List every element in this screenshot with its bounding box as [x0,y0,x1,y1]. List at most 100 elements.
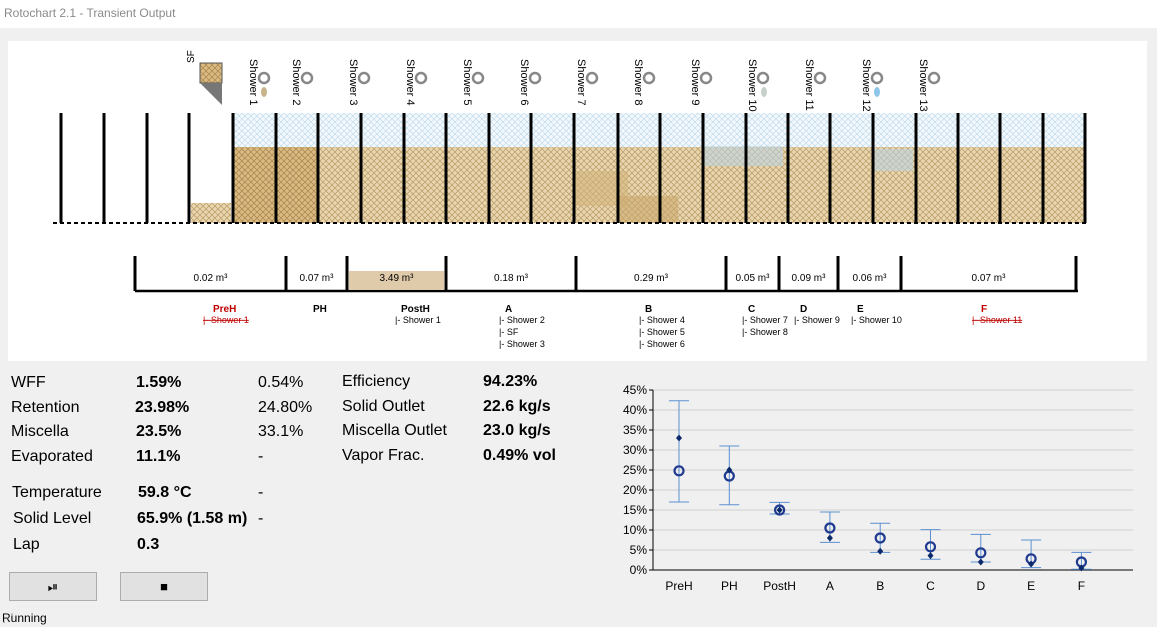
status-text: Running [2,611,47,625]
shower-label: Shower 6 [518,59,530,105]
play-pause-button[interactable]: ⏯ [9,572,97,601]
temperature-label: Temperature [12,484,102,501]
shower-drop-icon [761,87,767,97]
x-tick-label: B [876,579,884,593]
stage-name: A [505,304,512,315]
x-tick-label: F [1078,579,1085,593]
stage-name: PreH [213,304,236,315]
volume-label: 0.29 m³ [634,273,669,284]
retention-chart: 0% 5% 10% 15% 20% 25% 30% 35% 40% 45% PreH PH PostH A… [623,383,1133,593]
stop-button[interactable]: ■ [120,572,208,601]
data-point-diamond [1078,564,1085,572]
shower-label: Shower 11 [803,59,815,111]
data-point-diamond [776,506,783,514]
lap-label: Lap [13,536,40,553]
shower-label: Shower 13 [917,59,929,112]
resize-grip-icon[interactable]: ⋰ [2,611,14,625]
solid-bed-dark-3 [618,196,678,223]
shower-nozzle-icon [585,71,599,85]
vapor-frac-value: 0.49% vol [483,447,556,464]
data-point-circle [924,541,937,553]
sf-feeder-chute-icon [200,83,222,105]
shower-nozzle-icon [927,71,941,85]
shower-nozzle-icon [257,71,271,85]
stage-shower: |- Shower 5 [639,327,685,337]
title-bar: Rotochart 2.1 - Transient Output [0,0,1157,28]
x-tick-label: C [926,579,935,593]
stage-name: PostH [401,304,430,315]
miscella-outlet-label: Miscella Outlet [342,422,447,439]
stage-name: E [857,304,864,315]
shower-nozzle-icon [528,71,542,85]
stage-name: C [748,304,755,315]
y-tick-label: 35% [623,423,647,437]
temperature-value: 59.8 °C [138,484,192,501]
x-tick-label: PostH [763,579,796,593]
data-point-diamond [826,534,833,542]
volume-label: 0.07 m³ [300,273,335,284]
shower-label: Shower 4 [404,59,416,105]
shower-drop-icon [261,87,267,97]
window-title: Rotochart 2.1 - Transient Output [4,6,176,20]
stage-name: D [800,304,807,315]
stage-shower: |- Shower 6 [639,339,685,349]
shower-label: Shower 10 [746,59,758,112]
evaporated-ref: - [258,448,264,465]
stage-shower: |- SF [499,327,519,337]
evaporated-value: 11.1% [136,448,181,465]
miscella-outlet-value: 23.0 kg/s [483,422,551,439]
shower-nozzle-icon [414,71,428,85]
wff-value: 1.59% [136,374,182,391]
stop-icon: ■ [160,579,168,594]
y-tick-label: 25% [623,463,647,477]
shower-nozzle-icon [756,71,770,85]
y-tick-label: 45% [623,383,647,397]
stage-shower: |- Shower 7 [742,315,788,325]
volume-label: 0.02 m³ [194,273,229,284]
stage-shower: |- Shower 3 [499,339,545,349]
data-point-diamond [1028,560,1035,568]
stage-shower: |- Shower 1 [203,315,249,325]
sf-feeder-icon [199,62,223,84]
volume-label: 0.18 m³ [494,273,529,284]
wff-label: WFF [11,374,46,391]
play-pause-icon: ⏯ [47,578,59,594]
volume-fill [349,271,444,290]
extractor-diagram-svg: SF Shower 1 Shower 2 Shower 3 Shower 4 Showe… [53,50,1088,349]
miscella-ref: 33.1% [258,423,304,440]
shower-label: Shower 7 [575,59,587,105]
shower-nozzle-icon [471,71,485,85]
lap-value: 0.3 [137,536,160,553]
shower-label: Shower 5 [461,59,473,105]
stage-shower: |- Shower 1 [395,315,441,325]
temperature-ref: - [258,484,264,501]
x-tick-label: E [1027,579,1035,593]
stage-shower: |- Shower 8 [742,327,788,337]
y-tick-label: 15% [623,503,647,517]
data-point-diamond [877,547,884,555]
data-point-circle [673,465,685,477]
shower-drop-icon [874,87,880,97]
stage-shower: |- Shower 9 [794,315,840,325]
retention-label: Retention [11,399,80,416]
y-tick-label: 40% [623,403,647,417]
miscella-label: Miscella [11,423,69,440]
y-tick-label: 0% [630,563,648,577]
data-point-diamond [977,558,984,566]
shower-nozzle-icon [699,71,713,85]
shower-nozzle-icon [870,71,884,85]
shower-nozzle-icon [300,71,314,85]
shower-label: Shower 1 [247,59,259,105]
liquid-zone-2 [873,149,913,171]
evaporated-label: Evaporated [11,448,93,465]
wff-ref: 0.54% [258,374,304,391]
stage-shower: |- Shower 4 [639,315,685,325]
shower-label: Shower 9 [689,59,701,105]
data-point-diamond [726,466,733,474]
extractor-diagram: SF Shower 1 Shower 2 Shower 3 Shower 4 Showe… [8,41,1147,361]
sf-label: SF [186,50,197,63]
stage-name: B [645,304,652,315]
stage-shower: |- Shower 11 [972,315,1022,325]
volume-label: 0.07 m³ [972,273,1007,284]
shower-label: Shower 12 [860,59,872,112]
